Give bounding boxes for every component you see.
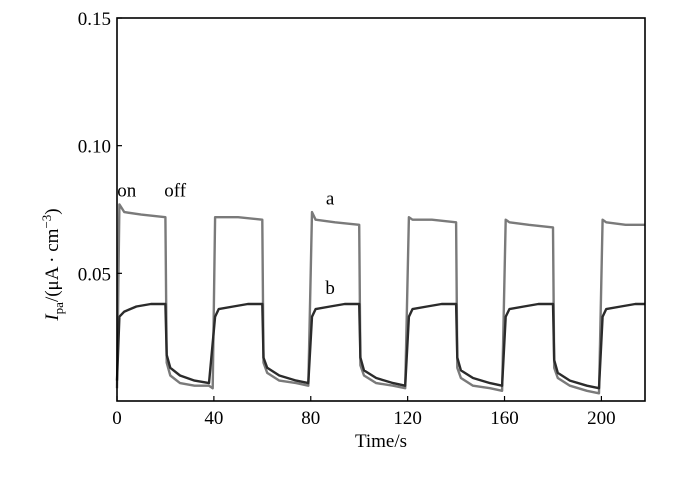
- annotation-off: off: [164, 181, 186, 202]
- y-axis-exponent: −3: [39, 215, 54, 229]
- y-tick-label: 0.10: [78, 137, 111, 158]
- x-tick-label: 80: [301, 408, 320, 429]
- y-axis-symbol: I: [42, 313, 63, 322]
- x-tick-label: 0: [112, 408, 122, 429]
- x-tick-label: 120: [393, 408, 422, 429]
- y-axis-subscript: pa: [51, 302, 66, 315]
- ticks-layer: 0 40 80 120 160 200 0.05 0.10 0.15: [78, 9, 616, 429]
- annotation-layer: on off a b: [117, 181, 335, 299]
- y-axis-unit-close: ): [42, 208, 63, 214]
- series-layer: [115, 203, 645, 395]
- annotation-b: b: [325, 278, 335, 299]
- x-tick-label: 160: [490, 408, 519, 429]
- y-axis-unit: /(μA · cm: [42, 228, 63, 302]
- x-tick-label: 40: [204, 408, 223, 429]
- series-b-line: [115, 302, 645, 390]
- series-a-line: [115, 203, 645, 395]
- plot-frame: [116, 17, 646, 402]
- y-tick-label: 0.15: [78, 9, 111, 30]
- y-tick-label: 0.05: [78, 264, 111, 285]
- x-tick-label: 200: [587, 408, 616, 429]
- annotation-on: on: [117, 181, 137, 202]
- x-axis-label: Time/s: [355, 431, 407, 452]
- annotation-a: a: [326, 188, 335, 209]
- y-axis-label: Ipa/(μA · cm−3): [39, 208, 66, 321]
